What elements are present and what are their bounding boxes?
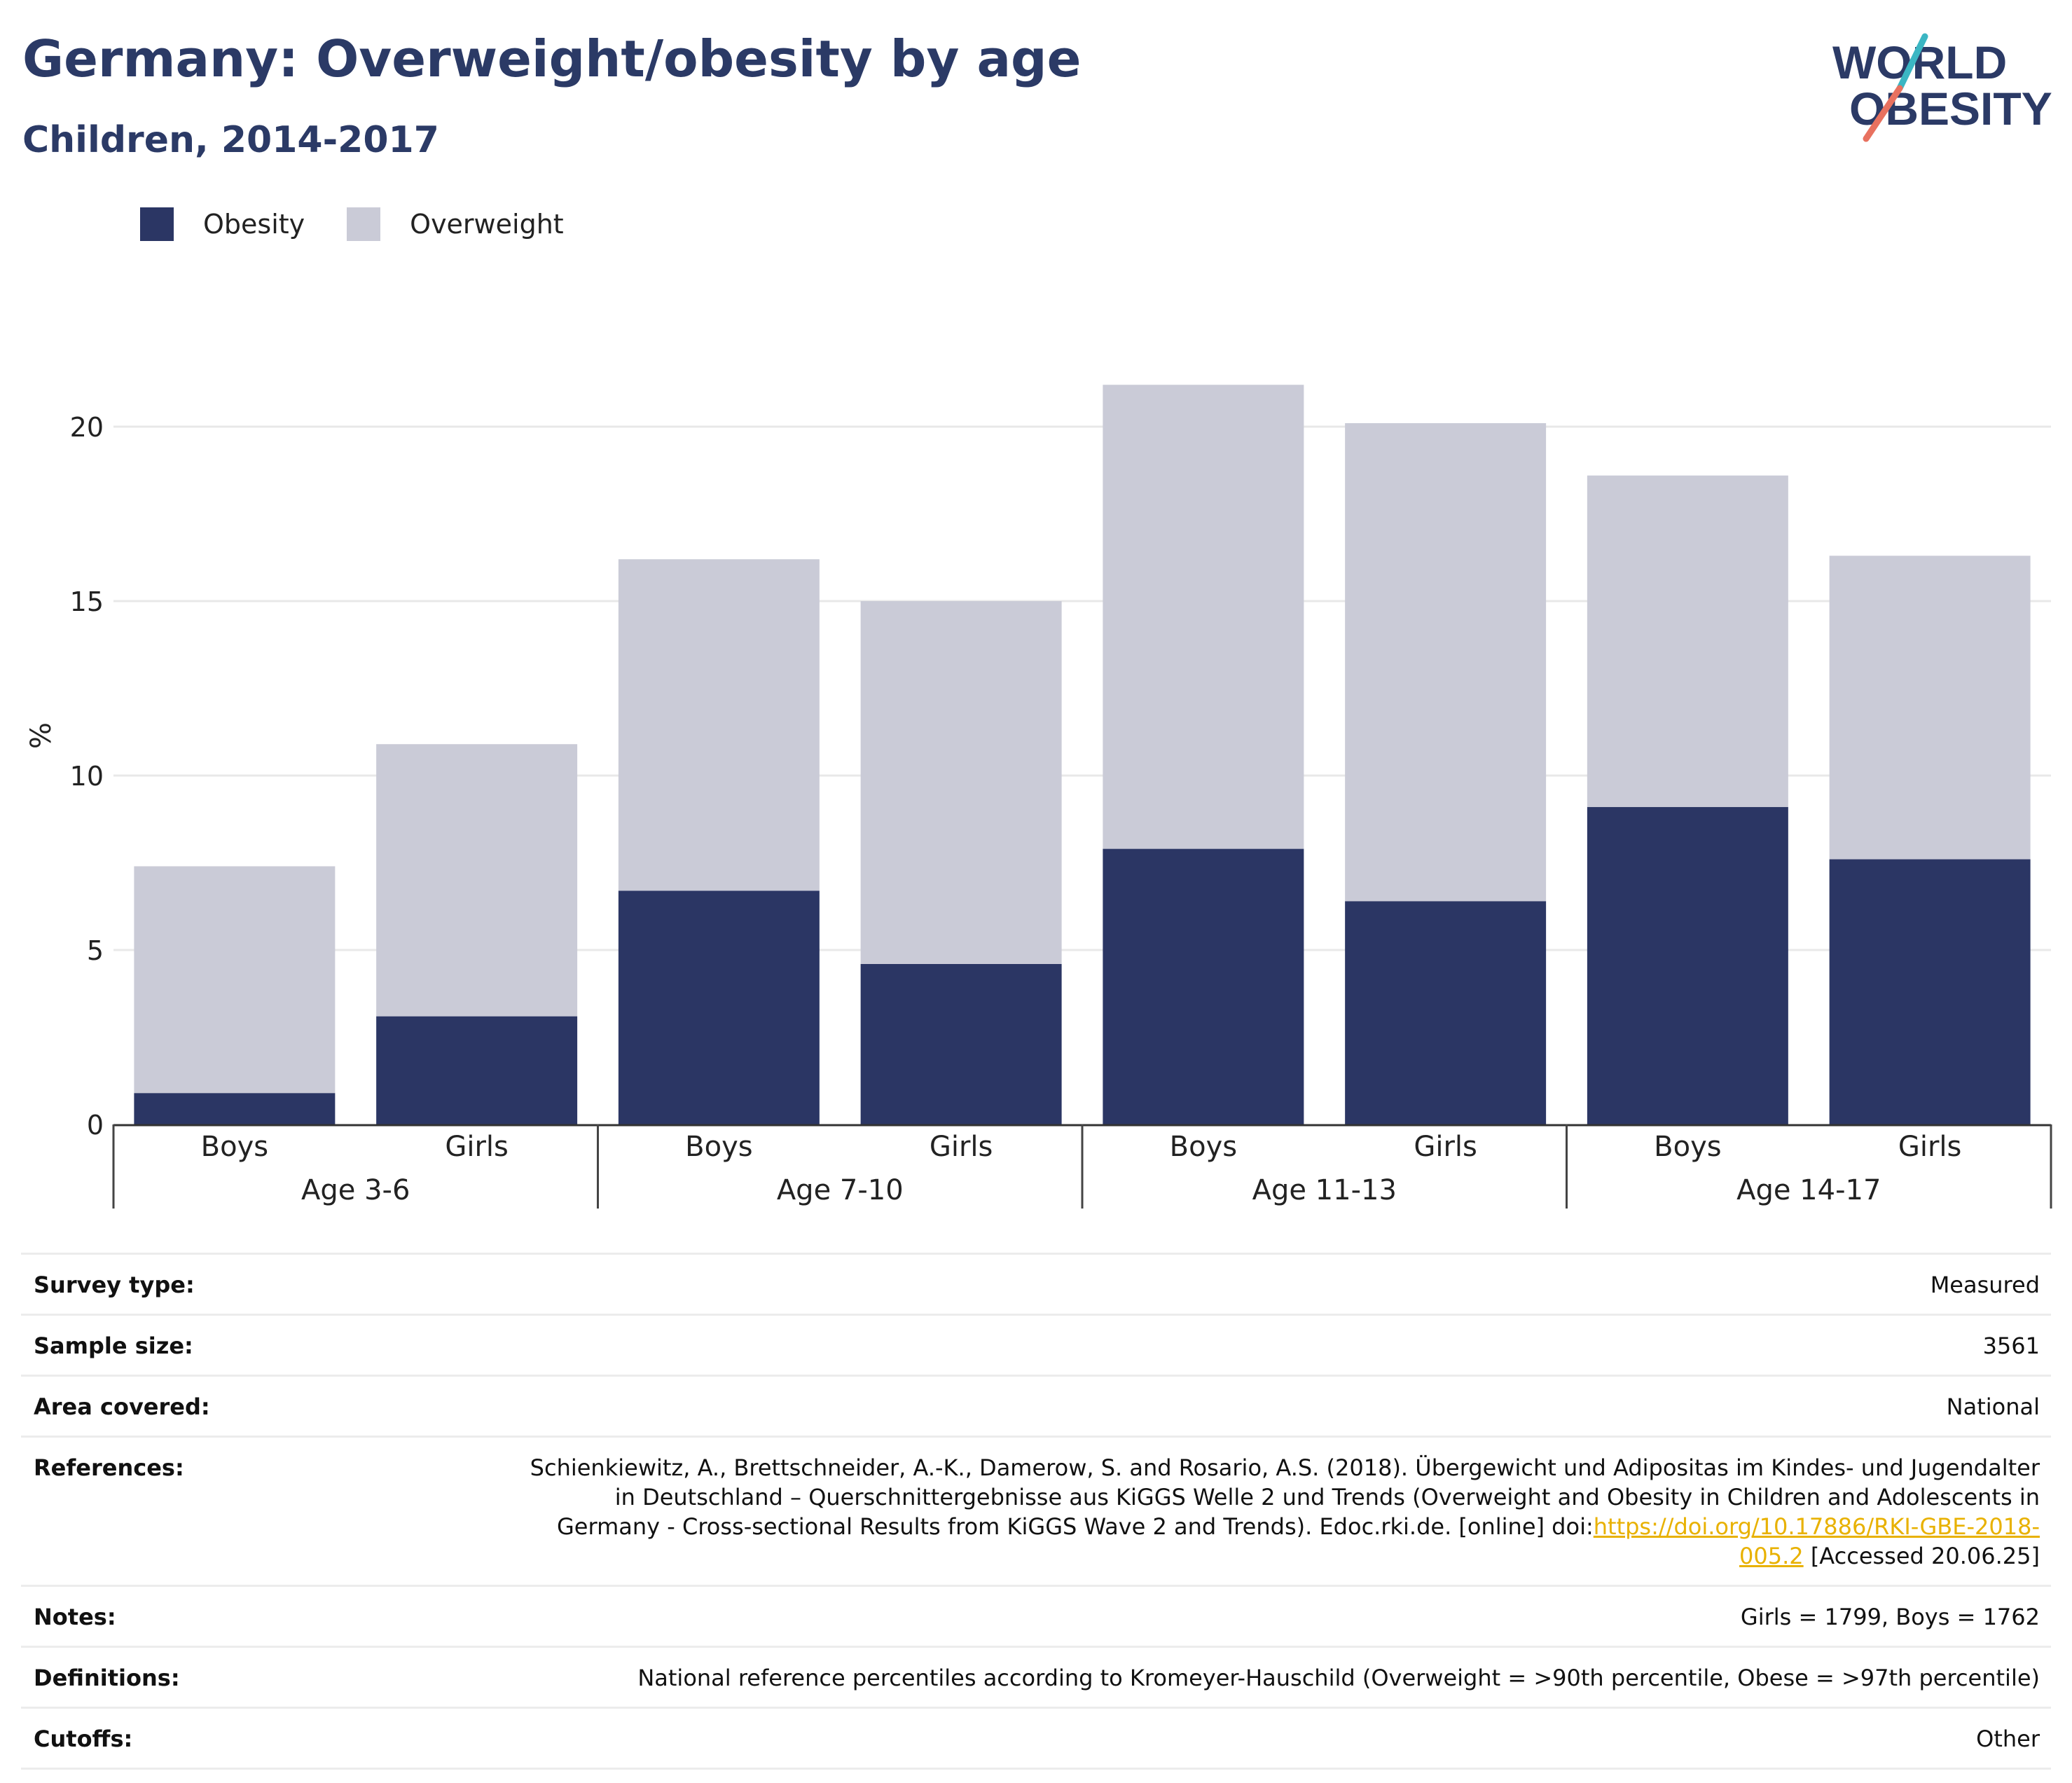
logo-line2: OBESITY: [1849, 83, 2052, 135]
x-tick-label: Girls: [930, 1131, 993, 1163]
notes-value: Girls = 1799, Boys = 1762: [1740, 1604, 2040, 1630]
y-axis-label: %: [25, 722, 57, 749]
y-tick-label: 5: [87, 935, 104, 966]
notes-label: Notes:: [34, 1604, 116, 1630]
references-accessed: [Accessed 20.06.25]: [1803, 1543, 2040, 1569]
bar-obesity-2: [376, 1016, 578, 1124]
x-group-label: Age 7-10: [777, 1174, 904, 1206]
bar-obesity-3: [618, 890, 820, 1124]
bar-overweight-6: [1345, 423, 1547, 902]
bar-obesity-7: [1587, 806, 1788, 1124]
survey-info-table: Survey type: Measured Sample size: 3561 …: [21, 1253, 2051, 1770]
stacked-bar-chart: 0 5 10 15 20% Boys Girls Boys Girls Boys Girls Boys…: [25, 385, 2052, 1209]
chart-title: Germany: Overweight/obesity by age: [22, 29, 1082, 88]
bar-obesity-4: [860, 963, 1062, 1124]
sample-size-label: Sample size:: [34, 1333, 193, 1359]
legend-label-obesity: Obesity: [203, 209, 305, 240]
y-tick-label: 10: [70, 761, 104, 792]
bar-obesity-6: [1345, 901, 1547, 1124]
references-doi-link[interactable]: https://doi.org/10.17886/RKI-GBE-2018-00…: [1593, 1513, 2040, 1569]
bar-obesity-8: [1829, 859, 2031, 1124]
survey-type-label: Survey type:: [34, 1272, 195, 1298]
legend-swatch-overweight: [347, 207, 381, 241]
area-covered-label: Area covered:: [34, 1393, 210, 1420]
x-tick-label: Boys: [201, 1131, 268, 1163]
y-tick-label: 15: [70, 586, 104, 617]
legend-item-obesity[interactable]: Obesity: [140, 207, 305, 241]
bar-obesity-5: [1103, 848, 1304, 1124]
info-row-area: Area covered: National: [21, 1375, 2051, 1436]
x-group-label: Age 11-13: [1252, 1174, 1397, 1206]
info-row-survey-type: Survey type: Measured: [21, 1253, 2051, 1314]
chart-legend: Obesity Overweight: [140, 207, 606, 241]
bar-overweight-2: [376, 744, 578, 1017]
bar-overweight-7: [1587, 475, 1788, 807]
bar-obesity-1: [134, 1093, 336, 1124]
references-text: Schienkiewitz, A., Brettschneider, A.-K.…: [530, 1454, 2040, 1540]
x-tick-label: Girls: [1898, 1131, 1962, 1163]
sample-size-value: 3561: [1982, 1333, 2040, 1359]
info-row-notes: Notes: Girls = 1799, Boys = 1762: [21, 1585, 2051, 1646]
bar-overweight-5: [1103, 385, 1304, 849]
bar-overweight-8: [1829, 556, 2031, 860]
info-row-cutoffs: Cutoffs: Other: [21, 1707, 2051, 1770]
info-row-references: References: Schienkiewitz, A., Brettschn…: [21, 1436, 2051, 1585]
info-row-sample-size: Sample size: 3561: [21, 1314, 2051, 1375]
x-tick-label: Boys: [1654, 1131, 1721, 1163]
chart-subtitle: Children, 2014-2017: [22, 119, 439, 161]
x-tick-label: Girls: [445, 1131, 509, 1163]
x-group-label: Age 3-6: [301, 1174, 410, 1206]
x-tick-label: Boys: [685, 1131, 752, 1163]
legend-swatch-obesity: [140, 207, 174, 241]
y-tick-label: 20: [70, 412, 104, 443]
info-row-definitions: Definitions: National reference percenti…: [21, 1646, 2051, 1707]
x-tick-label: Boys: [1170, 1131, 1237, 1163]
world-obesity-logo: WORLD OBESITY: [1832, 33, 2052, 142]
references-label: References:: [34, 1454, 184, 1481]
area-covered-value: National: [1946, 1393, 2040, 1420]
bar-overweight-1: [134, 866, 336, 1094]
x-group-label: Age 14-17: [1736, 1174, 1881, 1206]
definitions-label: Definitions:: [34, 1665, 180, 1691]
cutoffs-value: Other: [1976, 1726, 2040, 1752]
bar-overweight-3: [618, 559, 820, 891]
references-value: Schienkiewitz, A., Brettschneider, A.-K.…: [527, 1453, 2040, 1571]
bar-overweight-4: [860, 601, 1062, 964]
x-tick-label: Girls: [1414, 1131, 1477, 1163]
cutoffs-label: Cutoffs:: [34, 1726, 133, 1752]
y-tick-label: 0: [87, 1110, 104, 1141]
definitions-value: National reference percentiles according…: [637, 1665, 2040, 1691]
legend-item-overweight[interactable]: Overweight: [347, 207, 564, 241]
survey-type-value: Measured: [1930, 1272, 2040, 1298]
legend-label-overweight: Overweight: [410, 209, 564, 240]
